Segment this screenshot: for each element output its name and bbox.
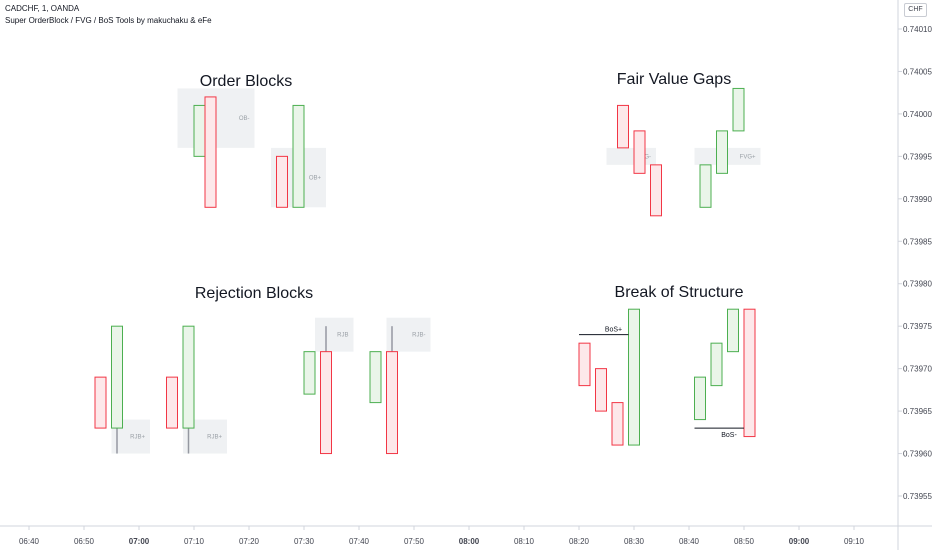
price-tick-label: 0.73955: [903, 492, 932, 501]
bear-candle[interactable]: [611, 402, 624, 446]
bear-candle[interactable]: [386, 351, 398, 455]
zone-box-label: RJB-: [412, 333, 425, 339]
zone-box-label: RJB+: [207, 435, 222, 441]
bear-candle[interactable]: [276, 155, 288, 208]
bull-candle[interactable]: [303, 351, 316, 395]
bull-candle[interactable]: [292, 104, 305, 208]
zone-box-label: FVG+: [740, 154, 756, 160]
bear-candle[interactable]: [617, 104, 629, 149]
section-title: Break of Structure: [615, 284, 744, 301]
price-tick-label: 0.73975: [903, 322, 932, 331]
price-tick-label: 0.73970: [903, 365, 932, 374]
time-tick-label: 09:10: [844, 537, 865, 546]
bear-candle[interactable]: [650, 164, 662, 217]
time-tick-label: 08:50: [734, 537, 755, 546]
zone-box-label: RJB+: [130, 435, 145, 441]
bull-candle[interactable]: [694, 376, 706, 421]
zone-box-label: RJB: [337, 333, 348, 339]
bear-candle[interactable]: [743, 308, 756, 438]
time-tick-label: 08:30: [624, 537, 645, 546]
zone-box[interactable]: [315, 317, 354, 352]
bull-candle[interactable]: [732, 87, 745, 132]
time-tick-label: 06:50: [74, 537, 95, 546]
price-tick-label: 0.73995: [903, 152, 932, 161]
price-tick-label: 0.73960: [903, 450, 932, 459]
bear-candle[interactable]: [320, 351, 332, 455]
indicator-title[interactable]: Super OrderBlock / FVG / BoS Tools by ma…: [5, 16, 212, 25]
bull-candle[interactable]: [111, 325, 123, 429]
bear-candle[interactable]: [578, 342, 591, 387]
bull-candle[interactable]: [628, 308, 640, 446]
time-tick-label: 07:50: [404, 537, 425, 546]
price-tick-label: 0.74000: [903, 110, 932, 119]
bull-candle[interactable]: [193, 104, 206, 157]
symbol-title[interactable]: CADCHF, 1, OANDA: [5, 4, 80, 13]
time-tick-label: 07:30: [294, 537, 315, 546]
section-title: Rejection Blocks: [195, 285, 313, 302]
zone-box[interactable]: [386, 317, 431, 352]
price-tick-label: 0.74010: [903, 25, 932, 34]
time-tick-label: 08:20: [569, 537, 590, 546]
bull-candle[interactable]: [369, 351, 382, 404]
time-tick-label: 08:10: [514, 537, 535, 546]
price-tick-label: 0.73990: [903, 195, 932, 204]
time-tick-label: 09:00: [789, 537, 810, 546]
currency-badge[interactable]: CHF: [904, 3, 927, 17]
price-tick-label: 0.73985: [903, 237, 932, 246]
bear-candle[interactable]: [166, 376, 178, 429]
price-tick-label: 0.73965: [903, 407, 932, 416]
bear-candle[interactable]: [595, 368, 607, 412]
time-tick-label: 06:40: [19, 537, 40, 546]
time-tick-label: 07:00: [129, 537, 150, 546]
bos-label: BoS+: [605, 327, 622, 334]
bull-candle[interactable]: [716, 130, 728, 174]
time-tick-label: 08:00: [459, 537, 480, 546]
zone-box-label: OB-: [239, 116, 250, 122]
zone-box-label: OB+: [309, 176, 322, 182]
bull-candle[interactable]: [699, 164, 712, 208]
section-title: Fair Value Gaps: [617, 71, 731, 88]
bull-candle[interactable]: [710, 342, 723, 387]
price-tick-label: 0.74005: [903, 67, 932, 76]
time-tick-label: 07:20: [239, 537, 260, 546]
time-tick-label: 07:40: [349, 537, 370, 546]
bos-label: BoS-: [721, 432, 737, 439]
time-tick-label: 07:10: [184, 537, 205, 546]
bull-candle[interactable]: [182, 325, 195, 429]
bear-candle[interactable]: [204, 96, 217, 208]
bear-candle[interactable]: [633, 130, 646, 174]
time-tick-label: 08:40: [679, 537, 700, 546]
price-tick-label: 0.73980: [903, 280, 932, 289]
section-title: Order Blocks: [200, 73, 292, 90]
bear-candle[interactable]: [94, 376, 107, 429]
bull-candle[interactable]: [727, 308, 739, 353]
